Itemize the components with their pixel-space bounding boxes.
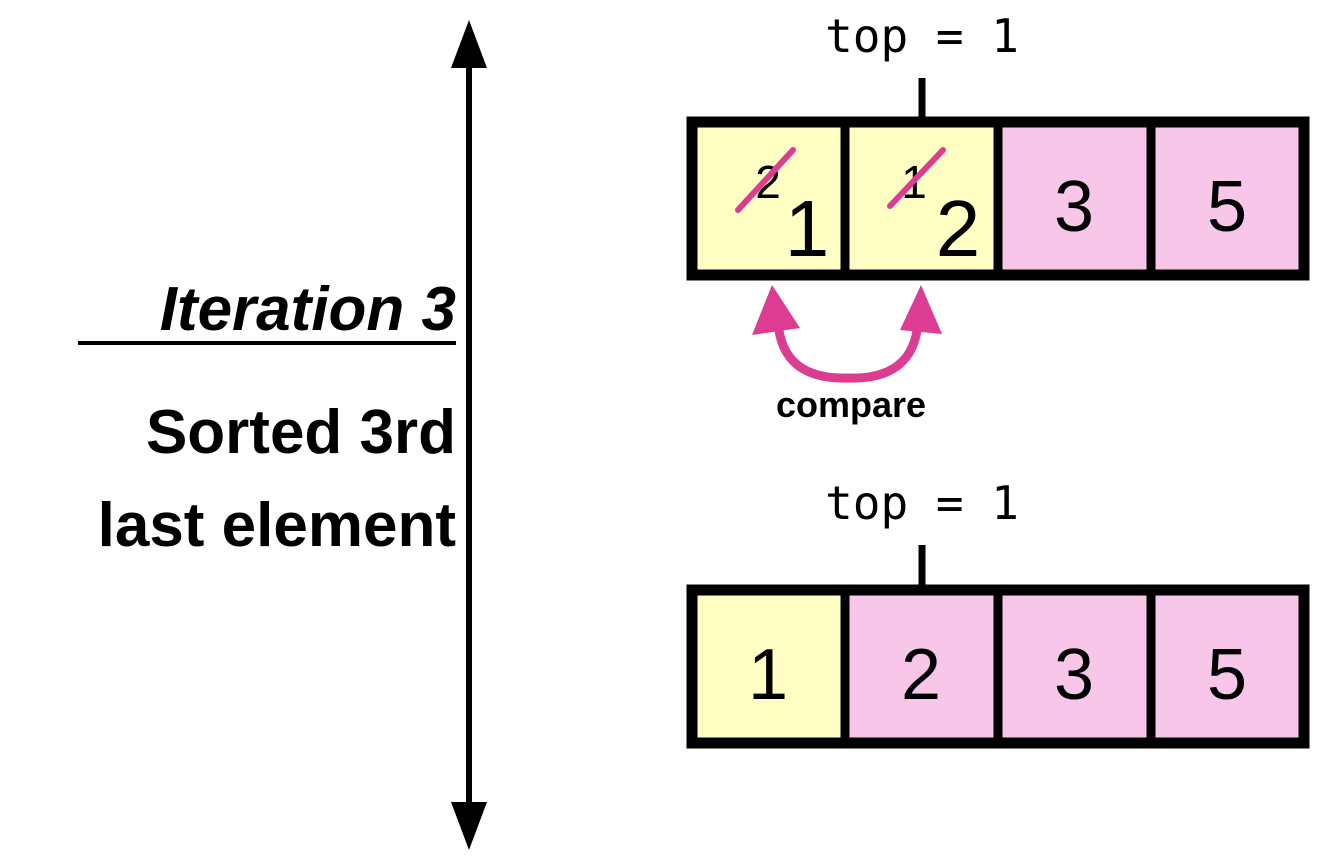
compare-arrow-icon xyxy=(752,285,942,383)
top-cell-3 xyxy=(1151,122,1304,275)
compare-label: compare xyxy=(776,384,926,425)
top-cell-0-new-value: 1 xyxy=(785,184,830,273)
strike-icon xyxy=(887,147,946,209)
arrow-down-head xyxy=(451,802,487,850)
top-cell-2 xyxy=(998,122,1151,275)
timeline-arrow xyxy=(451,20,487,850)
top-array: top = 1 2 1 1 2 3 5 compare xyxy=(686,9,1310,425)
subtitle-line-1: Sorted 3rd xyxy=(146,398,456,467)
top-cell-1 xyxy=(845,122,998,275)
bottom-cell-1-value: 2 xyxy=(901,635,941,715)
bottom-cell-3-value: 5 xyxy=(1207,635,1247,715)
arrow-up-head xyxy=(451,20,487,68)
bottom-cell-3 xyxy=(1151,590,1304,743)
bottom-array: top = 1 1 2 3 5 xyxy=(686,476,1310,749)
subtitle-line-2: last element xyxy=(98,491,456,560)
top-cell-0 xyxy=(692,122,845,275)
bottom-cell-1 xyxy=(845,590,998,743)
bottom-cell-2 xyxy=(998,590,1151,743)
bottom-pointer-label: top = 1 xyxy=(825,476,1019,530)
top-cell-1-new-value: 2 xyxy=(936,184,981,273)
bottom-cell-0 xyxy=(692,590,845,743)
bottom-cell-2-value: 3 xyxy=(1054,635,1094,715)
top-cell-2-value: 3 xyxy=(1054,167,1094,247)
top-cell-3-value: 5 xyxy=(1207,167,1247,247)
bottom-cell-0-value: 1 xyxy=(748,635,788,715)
top-pointer-label: top = 1 xyxy=(825,9,1019,63)
strike-icon xyxy=(735,147,796,213)
iteration-title: Iteration 3 xyxy=(160,275,456,344)
